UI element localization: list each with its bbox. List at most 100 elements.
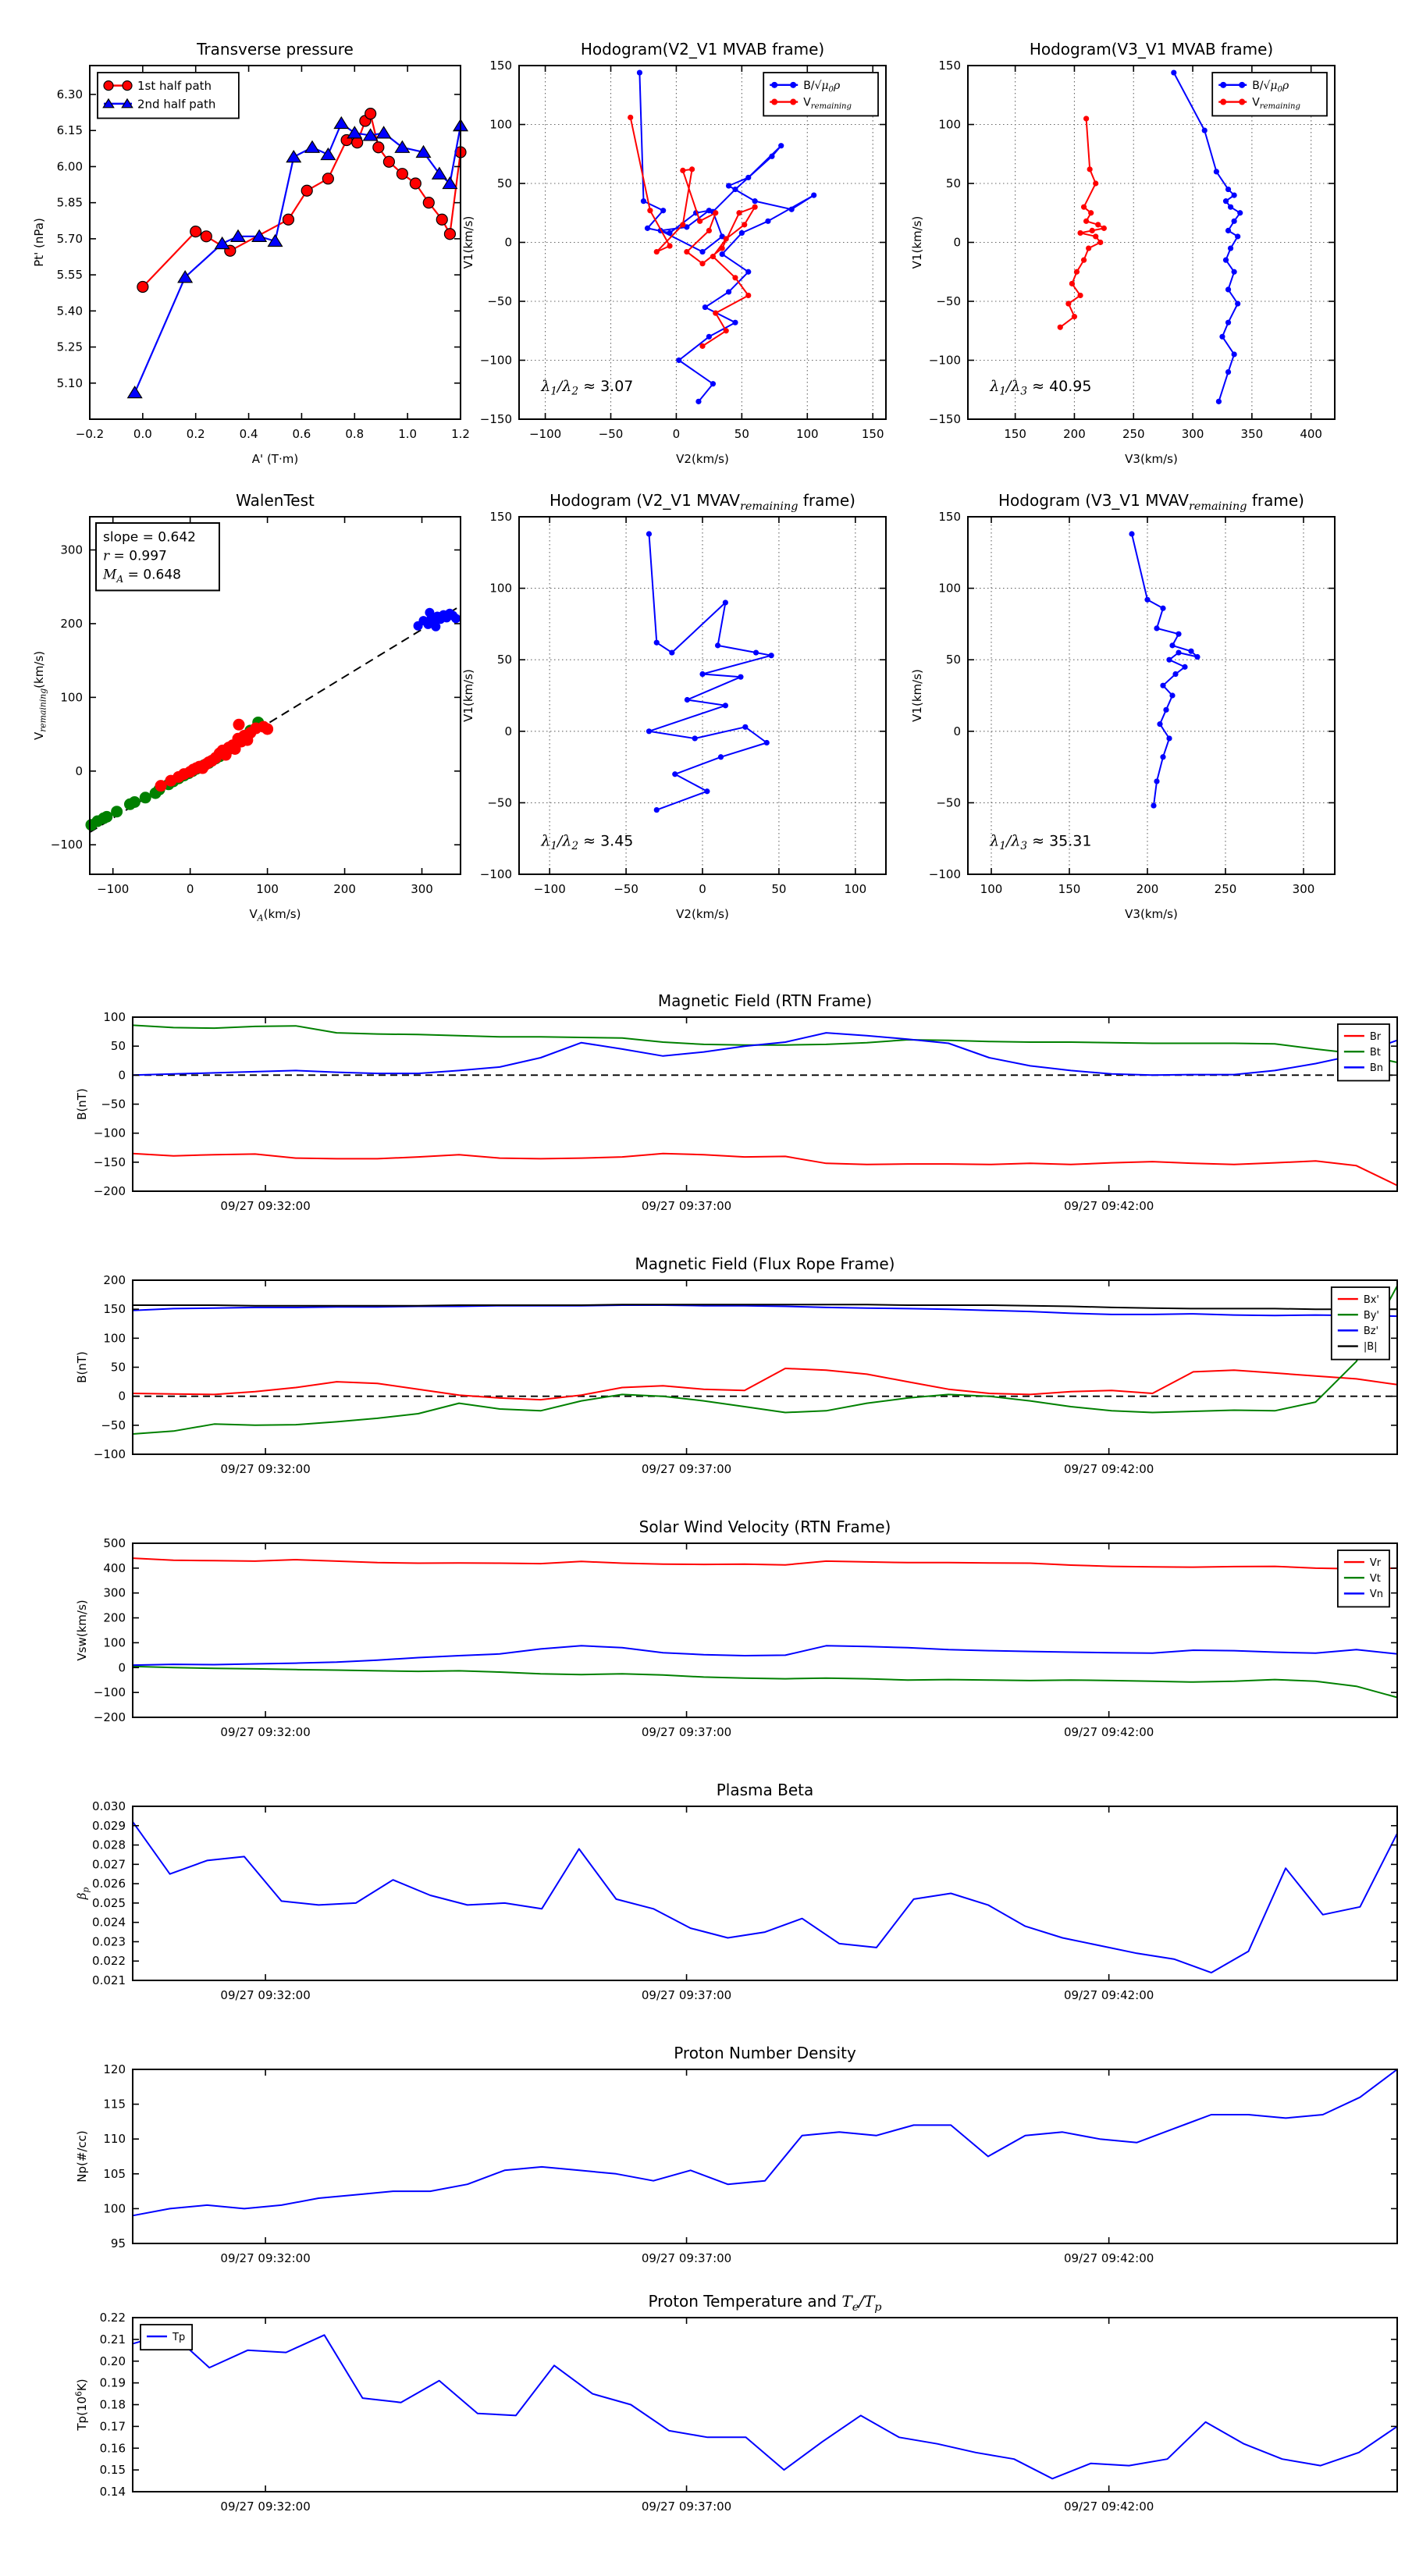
panel-hodogram-v2v1-mvav: −100 −50 0 50 100 −100 −50 0 50 100 150 Hodogram (V… <box>461 491 887 921</box>
legend-label-br: Br <box>1370 1031 1382 1043</box>
legend-label-v-remaining: Vremaining <box>803 97 852 111</box>
point-marker <box>722 600 728 606</box>
y-tick-label: 0 <box>504 724 512 738</box>
x-tick-label: 09/27 09:37:00 <box>642 2500 731 2514</box>
x-tick-label: 300 <box>411 882 433 896</box>
y-axis-label: Pt' (nPa) <box>32 218 46 267</box>
panel-transverse-pressure: −0.2 0.0 0.2 0.4 0.6 0.8 1.0 1.2 5.10 5.25 5.40 5.5… <box>32 40 470 466</box>
y-tick-label: 150 <box>938 59 961 73</box>
point-marker <box>1188 648 1194 654</box>
point-marker <box>1160 682 1166 688</box>
x-tick-label: 0.4 <box>240 427 258 441</box>
triangle-marker <box>229 229 247 242</box>
x-tick-label: 09/27 09:37:00 <box>642 1199 731 1213</box>
panel-proton-temperature: 09/27 09:32:00 09/27 09:37:00 09/27 09:42:… <box>73 2292 1398 2514</box>
x-axis-label: V3(km/s) <box>1125 907 1178 921</box>
point-marker <box>676 357 682 364</box>
series-line-bt <box>132 1024 1398 1063</box>
legend-label-b: |B| <box>1364 1341 1378 1353</box>
y-tick-label: 115 <box>103 2097 126 2112</box>
y-tick-label: 0.14 <box>100 2485 126 2499</box>
triangle-marker <box>304 140 321 153</box>
plot-frame <box>967 516 1336 875</box>
x-tick-label: −100 <box>529 427 561 441</box>
x-tick-label: 1.0 <box>398 427 417 441</box>
triangle-marker <box>267 233 283 247</box>
point-marker <box>736 210 742 216</box>
triangle-marker <box>362 128 379 141</box>
point-marker <box>1227 245 1234 251</box>
legend-label-bz: Bz' <box>1364 1325 1378 1337</box>
triangle-marker <box>333 116 350 130</box>
legend-label-v-remaining: Vremaining <box>1252 97 1300 111</box>
y-tick-label: −50 <box>487 294 512 308</box>
point-marker <box>646 531 653 537</box>
y-tick-label: 300 <box>60 543 83 557</box>
y-tick-label: 400 <box>103 1561 126 1575</box>
y-tick-label: 95 <box>111 2236 126 2250</box>
point-marker <box>122 80 133 91</box>
y-tick-label: 0.025 <box>92 1896 126 1910</box>
y-axis-label: V1(km/s) <box>910 216 924 269</box>
point-marker <box>137 280 149 294</box>
point-marker <box>1237 210 1243 216</box>
stats-line: slope = 0.642 <box>103 529 196 545</box>
panel-title: Hodogram(V3_V1 MVAB frame) <box>1030 40 1273 59</box>
y-tick-label: −150 <box>94 1155 126 1169</box>
point-marker <box>351 137 364 149</box>
point-marker <box>788 206 795 212</box>
point-marker <box>1227 204 1234 210</box>
plot-frame <box>132 2069 1398 2244</box>
point-marker <box>704 788 710 795</box>
point-marker <box>103 80 114 91</box>
point-marker <box>702 304 708 311</box>
point-marker <box>667 243 673 249</box>
y-tick-label: 5.10 <box>57 376 83 390</box>
point-marker <box>1239 98 1246 105</box>
point-marker <box>717 754 724 760</box>
point-marker <box>1169 642 1176 649</box>
point-marker <box>752 198 758 205</box>
point-marker <box>422 197 435 209</box>
point-marker <box>725 289 732 295</box>
point-marker <box>699 343 706 349</box>
y-tick-label: −100 <box>480 354 512 368</box>
y-tick-label: 5.25 <box>57 340 83 354</box>
point-marker <box>155 780 167 792</box>
point-marker <box>713 310 719 316</box>
x-axis-label: V3(km/s) <box>1125 452 1178 466</box>
point-marker <box>1215 398 1222 404</box>
point-marker <box>1093 180 1099 187</box>
y-tick-label: 100 <box>489 582 512 596</box>
series-markers-b-alfven <box>1171 69 1243 404</box>
y-tick-label: 110 <box>103 2132 126 2146</box>
point-marker <box>706 333 712 340</box>
panel-magnetic-field-flux-rope: 09/27 09:32:00 09/27 09:37:00 09/27 09:42:… <box>75 1254 1398 1476</box>
point-marker <box>684 248 690 255</box>
x-tick-label: 09/27 09:42:00 <box>1064 1725 1154 1739</box>
y-tick-label: −100 <box>51 838 83 852</box>
y-tick-label: 50 <box>111 1039 126 1053</box>
point-marker <box>653 806 660 813</box>
x-tick-label: 0 <box>187 882 194 896</box>
point-marker <box>1088 210 1094 216</box>
point-marker <box>1163 706 1169 713</box>
point-marker <box>1220 98 1227 105</box>
x-tick-label: −100 <box>97 882 129 896</box>
point-marker <box>644 225 651 231</box>
series-line-2nd-half-path <box>133 122 462 393</box>
point-marker <box>706 227 712 233</box>
x-tick-label: 0.2 <box>187 427 205 441</box>
y-axis-label: V1(km/s) <box>910 669 924 722</box>
x-tick-label: 150 <box>1004 427 1026 441</box>
point-marker <box>431 621 441 632</box>
panel-magnetic-field-rtn: 09/27 09:32:00 09/27 09:37:00 09/27 09:42:… <box>75 991 1398 1213</box>
point-marker <box>365 108 377 120</box>
x-tick-label: 250 <box>1122 427 1145 441</box>
legend-label-2nd-half-path: 2nd half path <box>137 97 215 111</box>
point-marker <box>771 81 778 88</box>
panel-title: Transverse pressure <box>196 40 354 59</box>
y-axis-label: Vremaining(km/s) <box>32 651 48 740</box>
y-tick-label: −200 <box>94 1184 126 1198</box>
